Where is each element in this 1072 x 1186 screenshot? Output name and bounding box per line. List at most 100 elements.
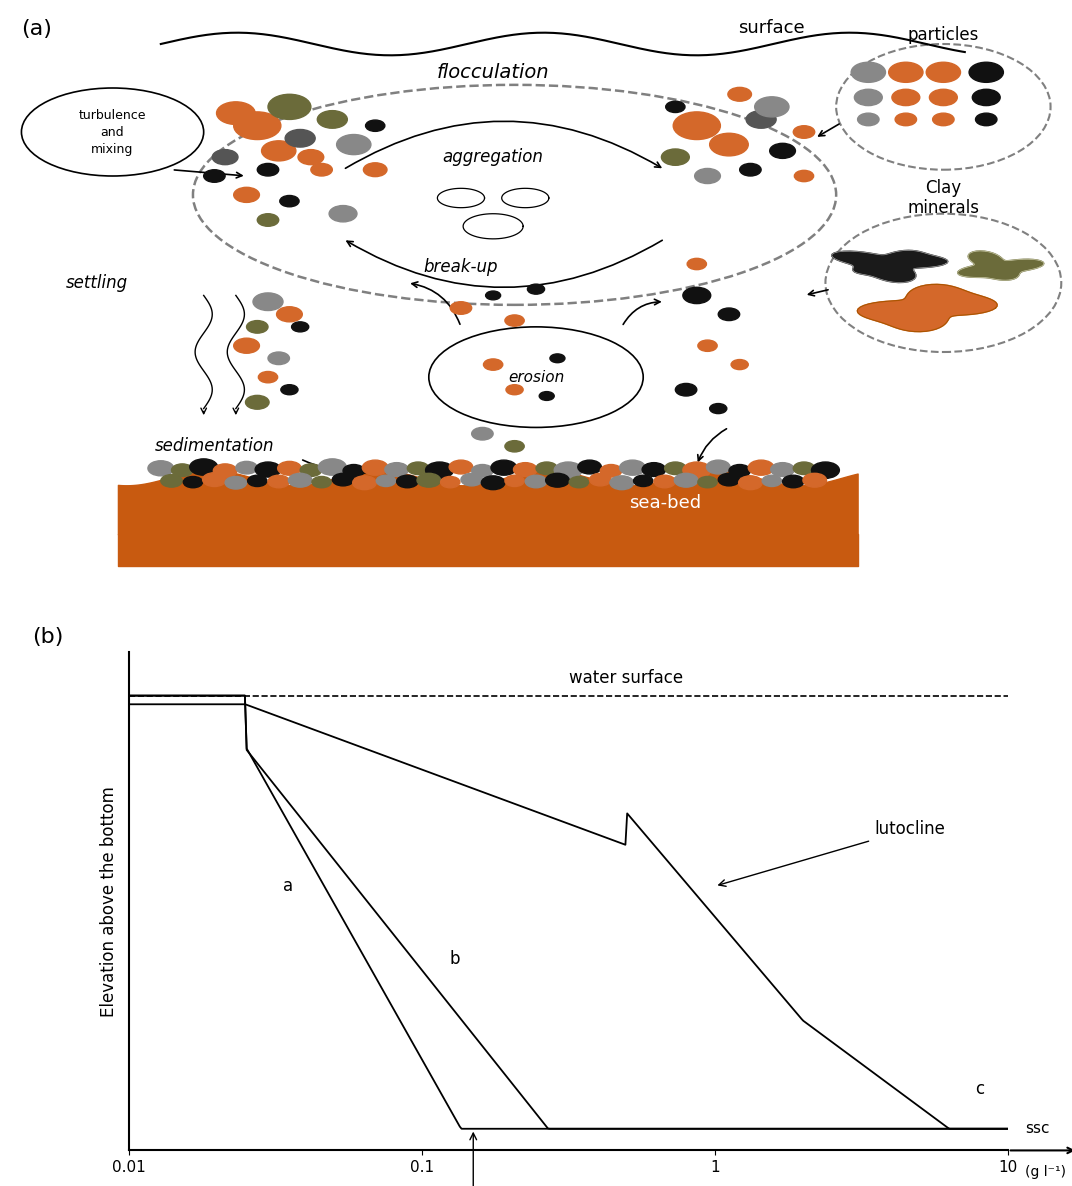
- Circle shape: [285, 129, 315, 147]
- Circle shape: [262, 141, 296, 161]
- Circle shape: [234, 338, 259, 353]
- Circle shape: [312, 477, 331, 487]
- Circle shape: [620, 460, 645, 476]
- Circle shape: [972, 89, 1000, 106]
- Circle shape: [329, 205, 357, 222]
- Circle shape: [472, 427, 493, 440]
- Circle shape: [300, 464, 322, 477]
- Y-axis label: Elevation above the bottom: Elevation above the bottom: [100, 786, 118, 1016]
- Circle shape: [217, 102, 255, 125]
- Circle shape: [183, 477, 203, 487]
- Circle shape: [248, 476, 267, 486]
- Circle shape: [245, 395, 269, 409]
- Circle shape: [236, 461, 257, 474]
- Circle shape: [450, 301, 472, 314]
- Circle shape: [770, 144, 795, 159]
- Circle shape: [793, 463, 815, 474]
- Circle shape: [257, 213, 279, 227]
- Circle shape: [376, 476, 396, 486]
- Circle shape: [771, 463, 794, 477]
- Text: ssc: ssc: [1026, 1121, 1049, 1136]
- Circle shape: [554, 463, 582, 478]
- Circle shape: [281, 384, 298, 395]
- Circle shape: [203, 473, 226, 486]
- Circle shape: [505, 315, 524, 326]
- Text: break-up: break-up: [423, 259, 498, 276]
- Circle shape: [212, 149, 238, 165]
- Text: b: b: [450, 950, 460, 968]
- Text: water surface: water surface: [569, 669, 684, 687]
- Circle shape: [247, 320, 268, 333]
- Circle shape: [634, 476, 653, 486]
- Circle shape: [969, 62, 1003, 82]
- Circle shape: [298, 149, 324, 165]
- Text: (g l⁻¹): (g l⁻¹): [1026, 1165, 1067, 1179]
- Circle shape: [362, 460, 388, 476]
- Circle shape: [851, 62, 885, 82]
- Circle shape: [569, 477, 589, 487]
- Circle shape: [268, 476, 289, 487]
- Circle shape: [441, 477, 460, 487]
- Circle shape: [812, 463, 839, 478]
- Text: flocculation: flocculation: [436, 63, 550, 82]
- Circle shape: [933, 113, 954, 126]
- Circle shape: [278, 461, 301, 476]
- Circle shape: [268, 352, 289, 364]
- Circle shape: [190, 459, 218, 476]
- Circle shape: [292, 321, 309, 332]
- Circle shape: [505, 476, 524, 486]
- Circle shape: [213, 464, 237, 478]
- Circle shape: [698, 340, 717, 351]
- Circle shape: [513, 463, 537, 477]
- Circle shape: [417, 473, 441, 487]
- Circle shape: [673, 111, 720, 140]
- Circle shape: [683, 287, 711, 304]
- Circle shape: [318, 459, 346, 476]
- Circle shape: [311, 164, 332, 176]
- Circle shape: [728, 88, 751, 101]
- Circle shape: [527, 285, 545, 294]
- Circle shape: [483, 359, 503, 370]
- Circle shape: [687, 259, 706, 269]
- Circle shape: [683, 463, 711, 478]
- Circle shape: [794, 171, 814, 181]
- Text: sedimentation: sedimentation: [154, 438, 274, 455]
- Circle shape: [268, 95, 311, 120]
- Circle shape: [610, 476, 634, 490]
- Polygon shape: [832, 250, 948, 282]
- Text: lutocline: lutocline: [719, 821, 944, 886]
- Circle shape: [525, 476, 547, 487]
- Circle shape: [739, 476, 762, 490]
- Circle shape: [666, 101, 685, 113]
- Text: sea-bed: sea-bed: [628, 493, 701, 512]
- Circle shape: [505, 441, 524, 452]
- Text: bottom: bottom: [443, 1133, 503, 1186]
- Circle shape: [642, 463, 666, 477]
- Circle shape: [858, 113, 879, 126]
- Text: Clay
minerals: Clay minerals: [907, 179, 980, 217]
- Circle shape: [317, 110, 347, 128]
- Circle shape: [234, 111, 281, 140]
- Circle shape: [280, 196, 299, 206]
- Circle shape: [926, 62, 961, 82]
- Circle shape: [337, 134, 371, 154]
- Polygon shape: [957, 251, 1044, 280]
- Circle shape: [253, 293, 283, 311]
- Circle shape: [491, 460, 517, 476]
- Circle shape: [793, 126, 815, 139]
- Circle shape: [746, 110, 776, 128]
- Circle shape: [449, 460, 473, 474]
- Circle shape: [161, 474, 182, 487]
- Circle shape: [740, 164, 761, 176]
- Circle shape: [731, 359, 748, 370]
- Circle shape: [366, 120, 385, 132]
- Circle shape: [353, 476, 376, 490]
- Circle shape: [600, 465, 622, 477]
- Circle shape: [172, 464, 193, 477]
- Circle shape: [363, 162, 387, 177]
- Circle shape: [706, 460, 730, 474]
- Circle shape: [710, 403, 727, 414]
- Circle shape: [225, 477, 247, 489]
- Circle shape: [755, 97, 789, 117]
- Circle shape: [895, 113, 917, 126]
